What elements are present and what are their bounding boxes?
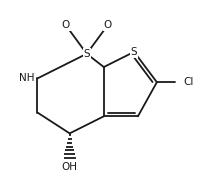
Text: S: S <box>131 47 137 57</box>
Text: S: S <box>83 49 90 59</box>
Text: Cl: Cl <box>183 77 194 87</box>
Text: O: O <box>103 20 112 30</box>
Text: OH: OH <box>62 162 78 172</box>
Text: O: O <box>62 20 70 30</box>
Text: NH: NH <box>19 73 34 83</box>
